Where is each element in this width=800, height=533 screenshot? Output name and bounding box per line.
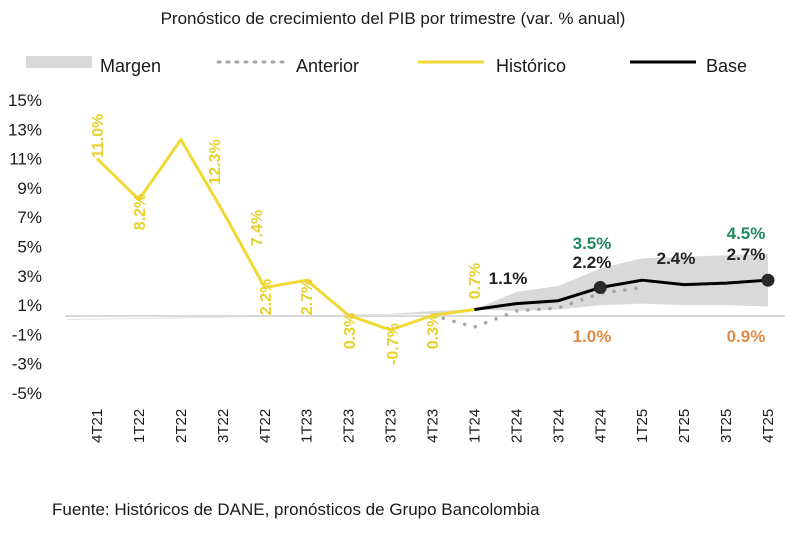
- legend-label: Margen: [100, 56, 161, 76]
- y-tick-label: 7%: [17, 208, 42, 227]
- x-tick-label: 2T25: [676, 409, 693, 443]
- x-tick-label: 4T25: [760, 409, 777, 443]
- y-tick-label: 11%: [9, 150, 42, 169]
- legend-label: Histórico: [496, 56, 566, 76]
- x-tick-label: 3T25: [718, 409, 735, 443]
- base-marker: [761, 273, 775, 287]
- forecast-base-label: 2.7%: [727, 245, 766, 264]
- y-tick-label: 1%: [17, 296, 42, 315]
- margin-band: [67, 253, 768, 320]
- x-tick-label: 1T23: [299, 409, 316, 443]
- y-tick-label: 3%: [17, 267, 42, 286]
- historical-data-label: 0.3%: [425, 313, 442, 349]
- x-tick-label: 4T22: [257, 409, 274, 443]
- x-tick-label: 3T22: [215, 409, 232, 443]
- y-tick-label: 13%: [8, 120, 42, 139]
- historical-data-label: 11.0%: [90, 114, 107, 158]
- legend-item-anterior: Anterior: [216, 56, 359, 76]
- x-tick-label: 2T22: [173, 409, 190, 443]
- x-tick-label: 1T25: [634, 409, 651, 443]
- legend-label: Anterior: [296, 56, 359, 76]
- data-labels-layer: 11.0% 8.2% 12.3% 7.4% 2.2% 2.7% 0.3% -0.7% 0.3% 0…: [90, 114, 765, 365]
- y-tick-label: 9%: [17, 179, 42, 198]
- historical-data-label: 0.7%: [467, 263, 484, 299]
- base-marker: [593, 281, 607, 295]
- historical-data-label: 8.2%: [132, 194, 149, 230]
- y-axis-ticks: 15% 13% 11% 9% 7% 5% 3% 1% -1% -3% -5%: [8, 91, 42, 403]
- y-tick-label: 5%: [17, 238, 42, 257]
- x-tick-label: 4T21: [89, 409, 106, 443]
- historical-data-label: 12.3%: [207, 139, 224, 184]
- legend-item-base: Base: [630, 56, 747, 76]
- forecast-lower-label: 0.9%: [727, 327, 766, 346]
- x-tick-label: 4T23: [425, 409, 442, 443]
- x-tick-label: 3T24: [550, 409, 567, 443]
- legend-item-margen: Margen: [26, 56, 161, 76]
- series-histórico-line: [95, 138, 475, 332]
- forecast-base-label: 2.2%: [573, 253, 612, 272]
- x-tick-label: 1T22: [131, 409, 148, 443]
- forecast-base-label: 2.4%: [657, 249, 696, 268]
- x-tick-label: 3T23: [383, 409, 400, 443]
- source-note: Fuente: Históricos de DANE, pronósticos …: [52, 500, 540, 519]
- forecast-upper-label: 3.5%: [573, 234, 612, 253]
- margin-band-layer: [67, 253, 768, 320]
- y-tick-label: -1%: [12, 325, 42, 344]
- historical-data-label: 2.7%: [299, 279, 316, 315]
- legend-item-histórico: Histórico: [418, 56, 566, 76]
- x-tick-label: 4T24: [592, 409, 609, 443]
- y-tick-label: 15%: [8, 91, 42, 110]
- x-tick-label: 1T24: [466, 409, 483, 443]
- series-base-line: [474, 278, 769, 311]
- forecast-lower-label: 1.0%: [573, 327, 612, 346]
- series-anterior-line: [430, 285, 644, 329]
- legend: Margen Anterior Histórico Base: [26, 56, 747, 76]
- x-axis-ticks: 4T21 1T22 2T22 3T22 4T22 1T23 2T23 3T23 4T23 1T24…: [89, 409, 777, 443]
- historical-data-label: 0.3%: [342, 313, 359, 349]
- historical-data-label: 7.4%: [249, 210, 266, 246]
- legend-swatch-band: [26, 56, 92, 68]
- series-lines-layer: [95, 138, 775, 332]
- y-tick-label: -3%: [12, 355, 42, 374]
- historical-data-label: 2.2%: [258, 279, 275, 315]
- x-tick-label: 2T23: [341, 409, 358, 443]
- x-tick-label: 2T24: [508, 409, 525, 443]
- forecast-upper-label: 4.5%: [727, 224, 766, 243]
- historical-data-label: -0.7%: [385, 323, 402, 365]
- y-tick-label: -5%: [12, 384, 42, 403]
- legend-label: Base: [706, 56, 747, 76]
- chart-title: Pronóstico de crecimiento del PIB por tr…: [161, 9, 626, 28]
- forecast-base-label: 1.1%: [489, 269, 528, 288]
